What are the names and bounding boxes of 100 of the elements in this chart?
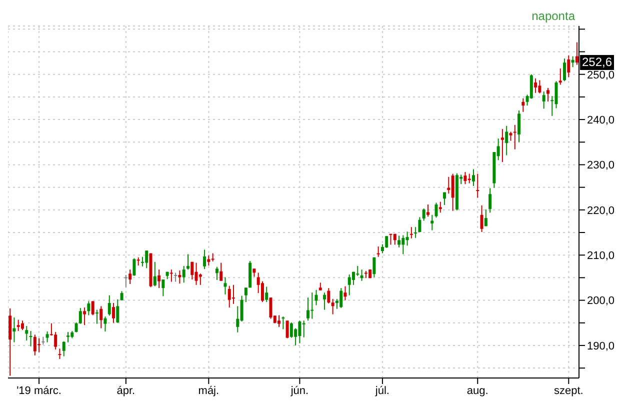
candlestick xyxy=(513,124,516,150)
candlestick xyxy=(162,278,165,297)
candlestick xyxy=(422,208,426,222)
candlestick xyxy=(58,348,62,360)
candlestick xyxy=(203,249,206,270)
candlestick xyxy=(83,307,86,326)
candlestick xyxy=(220,262,223,282)
candlestick xyxy=(228,285,231,308)
candlestick xyxy=(402,234,405,255)
candlestick xyxy=(348,274,351,296)
candlestick xyxy=(87,300,90,316)
candlestick xyxy=(25,326,28,341)
candlestick xyxy=(500,128,504,163)
candlestick xyxy=(46,330,49,343)
candlestick xyxy=(563,58,566,82)
candlestick xyxy=(558,68,562,86)
candlestick xyxy=(91,300,94,316)
candlestick xyxy=(575,42,578,66)
x-tick-label: jún. xyxy=(290,384,309,397)
candlestick xyxy=(522,98,525,112)
candlestick xyxy=(360,269,364,282)
candlestick xyxy=(100,306,103,329)
x-tick-label: '19 márc. xyxy=(16,384,62,397)
y-tick-label: 250,0 xyxy=(587,69,615,82)
candlestick xyxy=(260,280,264,303)
candlestick xyxy=(95,309,98,324)
candlestick xyxy=(534,78,538,94)
candlestick xyxy=(74,322,78,333)
candlestick xyxy=(124,274,128,288)
candlestick xyxy=(302,320,306,338)
candlestick xyxy=(438,201,442,214)
candlestick xyxy=(153,261,156,287)
candlestick xyxy=(12,316,16,343)
text: naponta xyxy=(532,9,575,23)
candlestick xyxy=(62,340,66,357)
candlestick xyxy=(327,288,330,304)
candlestick xyxy=(265,286,268,303)
candlestick xyxy=(426,204,430,218)
candlestick xyxy=(224,276,227,295)
candlestick xyxy=(194,262,198,286)
candlestick xyxy=(298,320,302,344)
candlestick xyxy=(480,204,484,233)
candlestick xyxy=(484,208,488,227)
candlestick xyxy=(372,256,376,278)
candlestick xyxy=(186,254,190,270)
candlestick xyxy=(468,173,471,184)
candlestick xyxy=(128,269,132,285)
candlestick xyxy=(410,226,413,239)
candlestick xyxy=(488,188,492,214)
x-tick-label: júl. xyxy=(374,384,390,397)
candlestick xyxy=(286,320,289,339)
annotation: 252,6 xyxy=(580,54,614,70)
candlestick xyxy=(215,266,218,280)
candlestick xyxy=(542,91,546,110)
x-tick-label: szept. xyxy=(554,384,584,397)
candlestick xyxy=(33,334,36,356)
candlestick xyxy=(434,202,438,218)
candlestick xyxy=(120,290,124,301)
candlestick xyxy=(16,319,20,332)
candlestick xyxy=(170,269,173,282)
candlestick xyxy=(376,246,380,258)
x-tick-label: máj. xyxy=(198,384,220,397)
candlestick xyxy=(66,331,70,343)
candlestick xyxy=(282,316,285,330)
y-tick-label: 200,0 xyxy=(587,295,615,308)
candlestick xyxy=(538,80,542,94)
candlestick xyxy=(430,214,434,231)
x-tick-label: aug. xyxy=(466,384,488,397)
candlestick xyxy=(323,292,326,310)
candlestick xyxy=(145,250,148,269)
x-tick-label: ápr. xyxy=(116,384,136,397)
candlestick xyxy=(385,236,388,248)
candlestick xyxy=(530,74,533,100)
candlestick xyxy=(20,320,24,331)
candlestick xyxy=(340,288,343,308)
candlestick xyxy=(306,297,310,322)
candlestick xyxy=(29,330,32,347)
candlestick xyxy=(546,87,550,102)
y-tick-label: 190,0 xyxy=(587,340,615,352)
candlestick xyxy=(571,56,574,68)
candlestick xyxy=(232,284,236,304)
candlestick xyxy=(389,233,392,246)
candlestick xyxy=(132,258,136,276)
candlestick xyxy=(331,298,334,315)
candlestick xyxy=(158,269,161,289)
y-tick-label: 230,0 xyxy=(587,160,615,172)
candlestick xyxy=(476,173,480,198)
candlestick xyxy=(554,80,558,109)
candlestick xyxy=(443,192,446,206)
candlestick xyxy=(207,255,210,266)
candlestick xyxy=(464,171,467,185)
candlestick xyxy=(406,231,409,246)
candlestick xyxy=(505,125,508,156)
candlestick xyxy=(104,316,107,332)
candlestick xyxy=(567,54,570,78)
candlestick xyxy=(269,297,272,320)
candlestick xyxy=(314,289,318,306)
candlestick xyxy=(356,265,360,276)
candlestick xyxy=(472,168,475,186)
candlestick xyxy=(198,273,202,286)
